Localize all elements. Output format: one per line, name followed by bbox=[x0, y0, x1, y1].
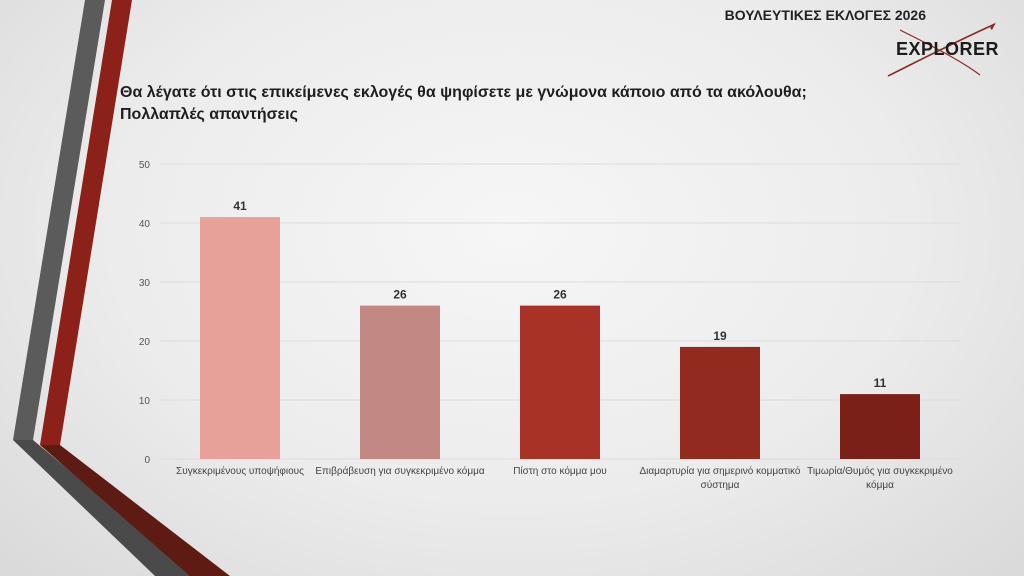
bar-value-label: 41 bbox=[233, 199, 247, 213]
y-tick-label: 10 bbox=[139, 396, 151, 407]
gray-diagonal-band bbox=[13, 440, 195, 576]
logo-swoosh-icon bbox=[887, 22, 996, 77]
red-stripe bbox=[40, 0, 132, 445]
gray-stripe bbox=[13, 0, 105, 440]
bar-value-label: 11 bbox=[874, 376, 887, 390]
bar-value-label: 19 bbox=[713, 329, 727, 343]
y-tick-label: 30 bbox=[139, 278, 151, 289]
x-category-label: Διαμαρτυρία για σημερινό κομματικό σύστη… bbox=[639, 466, 801, 491]
question-text: Θα λέγατε ότι στις επικείμενες εκλογές θ… bbox=[120, 84, 807, 101]
y-tick-label: 20 bbox=[139, 337, 151, 348]
x-category-label: Τιμωρία/Θυμός για συγκεκριμένο κόμμα bbox=[807, 466, 953, 491]
logo-text: EXPLORER bbox=[896, 39, 1000, 59]
bar bbox=[200, 217, 280, 459]
bar-value-label: 26 bbox=[393, 288, 407, 302]
y-tick-label: 50 bbox=[139, 160, 151, 171]
bar bbox=[840, 394, 920, 459]
page-header-title: ΒΟΥΛΕΥΤΙΚΕΣ ΕΚΛΟΓΕΣ 2026 bbox=[724, 7, 926, 23]
question-subtitle: Πολλαπλές απαντήσεις bbox=[120, 106, 298, 123]
x-category-label: Συγκεκριμένους υποψήφιους bbox=[176, 466, 304, 477]
x-category-label: Επιβράβευση για συγκεκριμένο κόμμα bbox=[315, 466, 485, 477]
survey-question: Θα λέγατε ότι στις επικείμενες εκλογές θ… bbox=[120, 82, 807, 126]
x-category-label: Πίστη στο κόμμα μου bbox=[513, 466, 607, 477]
bar-value-label: 26 bbox=[553, 288, 567, 302]
y-tick-label: 40 bbox=[139, 219, 151, 230]
bar bbox=[360, 305, 440, 459]
bar bbox=[520, 305, 600, 459]
bar bbox=[680, 346, 760, 459]
dark-red-diagonal-band bbox=[40, 445, 230, 576]
y-tick-label: 0 bbox=[144, 455, 150, 466]
